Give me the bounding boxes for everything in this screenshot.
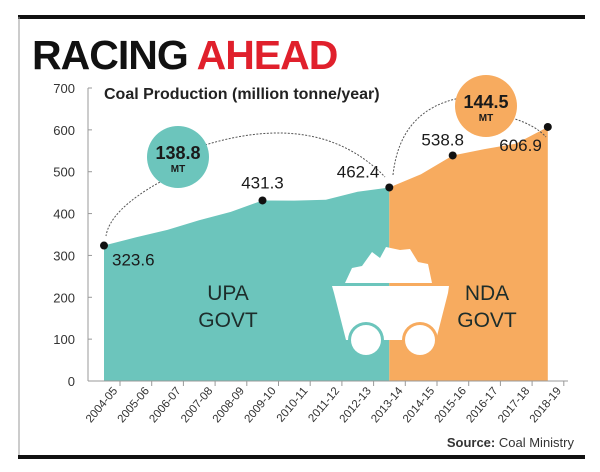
segment-label: GOVT: [457, 309, 517, 332]
x-tick-label: 2015-16: [433, 385, 469, 425]
chart-title: Coal Production (million tonne/year): [104, 86, 380, 103]
coal-cart-icon: [332, 247, 449, 358]
x-tick-label: 2012-13: [338, 385, 374, 425]
annotation-value: 144.5: [463, 92, 508, 112]
data-point: [258, 196, 267, 205]
source-note: Source: Coal Ministry: [447, 435, 575, 450]
annotation-unit: MT: [171, 164, 185, 175]
headline: RACING AHEAD: [32, 32, 337, 78]
y-tick-label: 500: [53, 165, 75, 180]
source-label: Source:: [447, 435, 495, 450]
y-tick-label: 400: [53, 207, 75, 222]
source-text: Coal Ministry: [499, 435, 575, 450]
y-tick-label: 0: [68, 374, 75, 389]
headline-part1: RACING: [32, 32, 188, 78]
annotation-arrow: [392, 97, 461, 176]
data-point: [100, 241, 108, 250]
y-tick-label: 700: [53, 81, 75, 96]
area-upa-govt: [104, 187, 390, 381]
x-tick-label: 2010-11: [275, 385, 311, 424]
annotation-arrow: [105, 181, 161, 237]
data-label: 606.9: [499, 136, 542, 155]
data-point: [448, 151, 457, 160]
x-tick-label: 2016-17: [464, 385, 500, 425]
y-tick-label: 100: [53, 332, 75, 347]
annotation-unit: MT: [479, 113, 493, 124]
annotation-bubble: [455, 75, 517, 137]
x-tick-label: 2017-18: [496, 385, 532, 425]
data-label: 431.3: [241, 173, 284, 192]
y-tick-label: 200: [53, 290, 75, 305]
data-point: [385, 183, 394, 192]
x-tick-label: 2011-12: [306, 385, 342, 424]
segment-label: GOVT: [198, 309, 258, 332]
x-tick-label: 2004-05: [84, 385, 120, 425]
data-point: [543, 122, 552, 131]
x-tick-label: 2013-14: [369, 385, 406, 426]
x-tick-label: 2008-09: [211, 385, 247, 425]
x-tick-label: 2005-06: [116, 385, 152, 425]
annotation-arrow: [511, 117, 547, 138]
x-tick-label: 2007-08: [179, 385, 215, 425]
y-tick-label: 600: [53, 123, 75, 138]
x-tick-label: 2018-19: [528, 385, 564, 425]
data-label: 462.4: [337, 162, 380, 181]
segment-label: NDA: [465, 282, 509, 305]
y-tick-label: 300: [53, 248, 75, 263]
segment-label: UPA: [207, 282, 249, 305]
data-label: 323.6: [112, 251, 155, 270]
x-tick-label: 2009-10: [242, 385, 278, 425]
x-tick-label: 2014-15: [401, 385, 437, 425]
x-tick-label: 2006-07: [147, 385, 183, 425]
annotation-bubble: [147, 126, 209, 188]
annotation-arrow: [204, 132, 386, 178]
headline-part2: AHEAD: [197, 32, 338, 78]
annotation-value: 138.8: [155, 143, 200, 163]
data-label: 538.8: [421, 130, 464, 149]
